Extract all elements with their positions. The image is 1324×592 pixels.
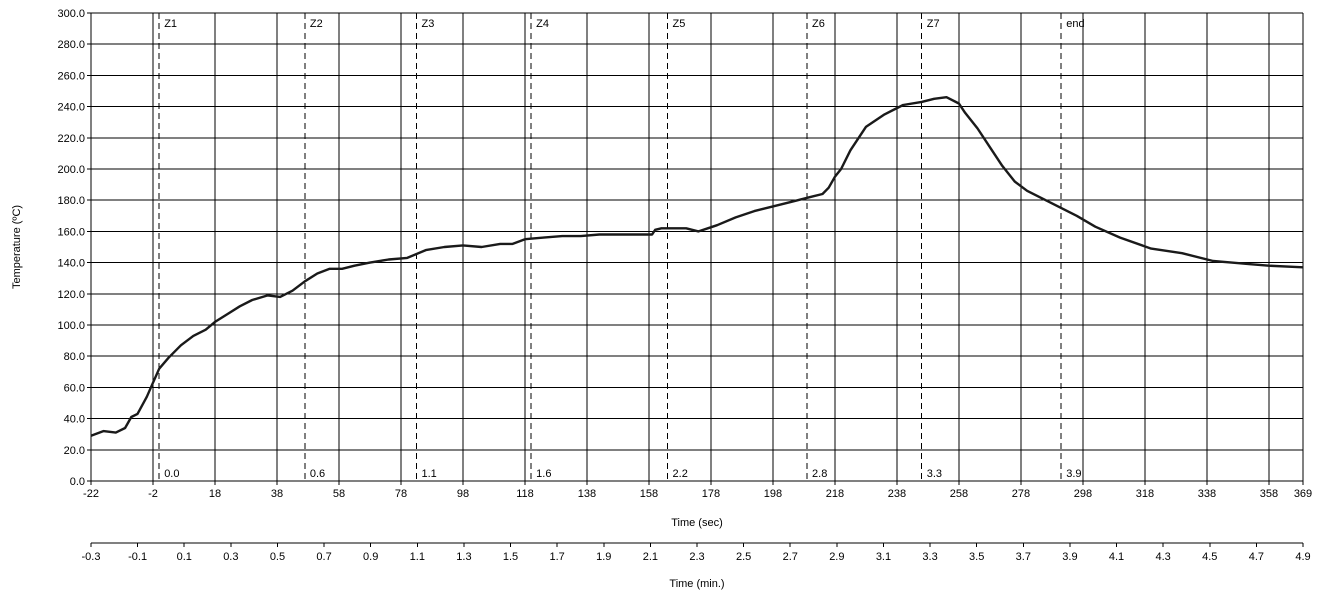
x-tick-label: 38 bbox=[271, 488, 283, 500]
x2-tick-label: 4.3 bbox=[1156, 551, 1171, 563]
x-tick-label: 138 bbox=[578, 488, 596, 500]
x-tick-label: 298 bbox=[1074, 488, 1092, 500]
zone-time-label: 2.2 bbox=[673, 468, 688, 480]
x2-tick-label: 1.9 bbox=[596, 551, 611, 563]
y-axis-title: Temperature (ºC) bbox=[11, 205, 23, 289]
x2-tick-label: 2.5 bbox=[736, 551, 751, 563]
y-tick-label: 20.0 bbox=[64, 445, 85, 457]
y-tick-label: 140.0 bbox=[57, 258, 85, 270]
x2-tick-label: -0.3 bbox=[82, 551, 101, 563]
zone-label: Z1 bbox=[164, 18, 177, 30]
chart-grid bbox=[87, 12, 1304, 485]
x2-tick-label: 4.5 bbox=[1202, 551, 1217, 563]
x-axis-title: Time (sec) bbox=[671, 517, 723, 529]
x-tick-label: -2 bbox=[148, 488, 158, 500]
x-tick-label: 98 bbox=[457, 488, 469, 500]
x2-tick-label: 0.7 bbox=[316, 551, 331, 563]
x-tick-label: -22 bbox=[83, 488, 99, 500]
x-tick-label: 369 bbox=[1294, 488, 1312, 500]
x2-tick-label: 4.9 bbox=[1295, 551, 1310, 563]
x2-tick-label: 1.5 bbox=[503, 551, 518, 563]
y-tick-label: 60.0 bbox=[64, 382, 85, 394]
x-tick-label: 58 bbox=[333, 488, 345, 500]
y-tick-label: 120.0 bbox=[57, 289, 85, 301]
x-tick-label: 18 bbox=[209, 488, 221, 500]
y-tick-label: 0.0 bbox=[70, 476, 85, 488]
x-tick-label: 238 bbox=[888, 488, 906, 500]
x-tick-label: 258 bbox=[950, 488, 968, 500]
zone-time-label: 0.0 bbox=[164, 468, 179, 480]
x2-tick-label: 0.9 bbox=[363, 551, 378, 563]
x2-tick-label: 3.3 bbox=[922, 551, 937, 563]
x-tick-label: 178 bbox=[702, 488, 720, 500]
x2-axis-ticks: -0.3 -0.1 0.1 0.3 0.5 0.7 0.9 1.1 1.3 1.5 1.7 1.9 2.… bbox=[82, 543, 1311, 563]
zone-time-label: 3.9 bbox=[1066, 468, 1081, 480]
y-tick-label: 40.0 bbox=[64, 414, 85, 426]
x2-tick-label: 2.1 bbox=[643, 551, 658, 563]
y-tick-label: 240.0 bbox=[57, 102, 85, 114]
x2-tick-label: 2.7 bbox=[783, 551, 798, 563]
x-tick-label: 278 bbox=[1012, 488, 1030, 500]
x2-tick-label: 2.3 bbox=[689, 551, 704, 563]
zone-time-label: 1.1 bbox=[421, 468, 436, 480]
x2-tick-label: 3.1 bbox=[876, 551, 891, 563]
x-tick-label: 358 bbox=[1260, 488, 1278, 500]
zone-label: end bbox=[1066, 18, 1084, 30]
x2-axis-title: Time (min.) bbox=[669, 578, 724, 590]
zone-time-label: 0.6 bbox=[310, 468, 325, 480]
y-tick-label: 300.0 bbox=[57, 8, 85, 20]
y-tick-label: 100.0 bbox=[57, 320, 85, 332]
y-tick-label: 260.0 bbox=[57, 70, 85, 82]
x2-tick-label: 4.1 bbox=[1109, 551, 1124, 563]
x2-tick-label: 1.3 bbox=[456, 551, 471, 563]
x-tick-label: 198 bbox=[764, 488, 782, 500]
x2-tick-label: 0.1 bbox=[177, 551, 192, 563]
x-tick-label: 218 bbox=[826, 488, 844, 500]
zone-time-label: 2.8 bbox=[812, 468, 827, 480]
y-tick-label: 220.0 bbox=[57, 133, 85, 145]
x2-tick-label: 2.9 bbox=[829, 551, 844, 563]
x-tick-label: 318 bbox=[1136, 488, 1154, 500]
zone-label: Z7 bbox=[927, 18, 940, 30]
zone-time-label: 1.6 bbox=[536, 468, 551, 480]
x2-tick-label: 3.7 bbox=[1016, 551, 1031, 563]
zone-label: Z5 bbox=[673, 18, 686, 30]
x2-tick-label: 1.7 bbox=[550, 551, 565, 563]
y-tick-label: 160.0 bbox=[57, 226, 85, 238]
x2-tick-label: 3.9 bbox=[1062, 551, 1077, 563]
x-tick-label: 118 bbox=[516, 488, 534, 500]
x-tick-label: 158 bbox=[640, 488, 658, 500]
x2-tick-label: 4.7 bbox=[1249, 551, 1264, 563]
zone-markers: Z1 0.0 Z2 0.6 Z3 1.1 Z4 1.6 Z5 2.2 Z6 2.8 Z7 3.3 end 3.… bbox=[158, 13, 1085, 481]
x-tick-label: 338 bbox=[1198, 488, 1216, 500]
zone-label: Z2 bbox=[310, 18, 323, 30]
y-tick-label: 200.0 bbox=[57, 164, 85, 176]
x2-tick-label: 1.1 bbox=[410, 551, 425, 563]
x-axis-ticks: -22 -2 18 38 58 78 98 118 138 158 178 198 218 238 258 2… bbox=[83, 488, 1312, 500]
x-tick-label: 78 bbox=[395, 488, 407, 500]
temperature-curve bbox=[90, 95, 1304, 437]
zone-label: Z6 bbox=[812, 18, 825, 30]
series-layer bbox=[90, 95, 1304, 437]
y-axis-ticks: 0.0 20.0 40.0 60.0 80.0 100.0 120.0 140.0 160.0 1… bbox=[57, 8, 85, 488]
x2-tick-label: 0.5 bbox=[270, 551, 285, 563]
y-tick-label: 80.0 bbox=[64, 351, 85, 363]
zone-label: Z4 bbox=[536, 18, 549, 30]
zone-label: Z3 bbox=[421, 18, 434, 30]
y-tick-label: 180.0 bbox=[57, 195, 85, 207]
zone-time-label: 3.3 bbox=[927, 468, 942, 480]
x2-tick-label: -0.1 bbox=[128, 551, 147, 563]
x2-tick-label: 3.5 bbox=[969, 551, 984, 563]
y-tick-label: 280.0 bbox=[57, 39, 85, 51]
x2-tick-label: 0.3 bbox=[223, 551, 238, 563]
